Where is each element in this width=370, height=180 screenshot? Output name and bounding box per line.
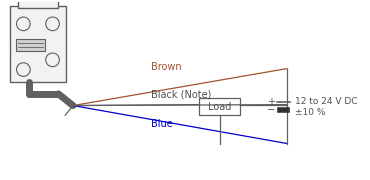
Circle shape [46,53,59,67]
Text: Load: Load [208,102,232,112]
Text: 12 to 24 V DC: 12 to 24 V DC [295,97,357,106]
Circle shape [17,63,30,76]
Bar [16,39,45,51]
Text: +: + [268,97,276,107]
Bar [31,0,45,1]
Text: ±10 %: ±10 % [295,108,325,117]
Text: Black (Note): Black (Note) [151,90,211,100]
Text: Brown: Brown [151,62,181,73]
Circle shape [46,17,59,31]
Bar [199,98,240,115]
Text: Blue: Blue [151,119,172,129]
Text: −: − [268,105,276,115]
Bar [10,6,66,82]
Bar [17,0,58,8]
Circle shape [17,17,30,31]
